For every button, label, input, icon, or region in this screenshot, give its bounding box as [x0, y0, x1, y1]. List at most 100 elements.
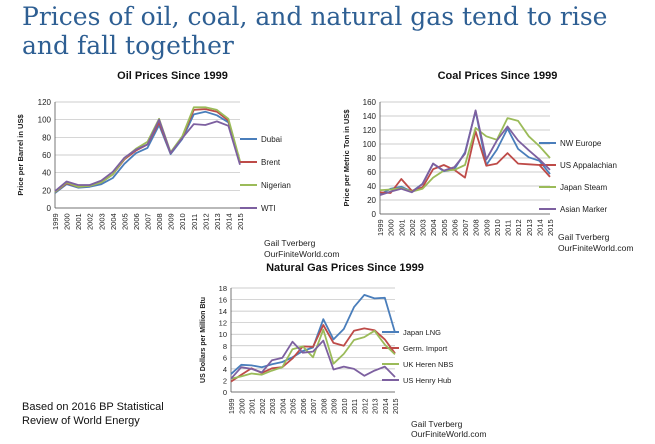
- y-tick-label: 120: [363, 126, 377, 135]
- x-tick-label: 2014: [224, 213, 233, 230]
- x-tick-label: 2004: [280, 398, 287, 414]
- x-tick-label: 2012: [201, 213, 210, 230]
- x-tick-label: 2004: [109, 213, 118, 230]
- y-tick-label: 0: [372, 210, 377, 219]
- legend-label: US Appalachian: [560, 161, 617, 170]
- x-tick-label: 2015: [546, 219, 555, 236]
- legend-label: Nigerian: [261, 181, 291, 190]
- x-tick-label: 2009: [482, 219, 491, 236]
- legend-label: UK Heren NBS: [403, 360, 453, 369]
- x-tick-label: 2007: [311, 398, 318, 414]
- x-tick-label: 2004: [429, 219, 438, 236]
- x-tick-label: 2011: [190, 214, 199, 230]
- x-tick-label: 2007: [461, 219, 470, 236]
- legend-label: Dubai: [261, 135, 282, 144]
- x-tick-label: 2001: [74, 213, 83, 230]
- y-axis-title: Price per Metric Ton in US$: [342, 109, 351, 207]
- legend-label: Japan LNG: [403, 328, 441, 337]
- x-tick-label: 2006: [450, 219, 459, 236]
- x-tick-label: 2013: [525, 219, 534, 236]
- x-tick-label: 1999: [229, 398, 236, 414]
- x-tick-label: 2014: [535, 219, 544, 236]
- coal-price-chart: Coal Prices Since 1999 0 20 40 60 80 100 120 14…: [340, 70, 655, 270]
- series-line-brent: [54, 108, 241, 193]
- x-tick-label: 2010: [493, 219, 502, 236]
- y-tick-label: 20: [42, 186, 51, 195]
- gas-price-chart: Natural Gas Prices Since 1999 0 2 4 6 8 10 12 1…: [195, 262, 495, 444]
- y-tick-label: 60: [42, 151, 51, 160]
- oil-price-chart: Oil Prices Since 1999 0 20 40 60 80 100 120 199…: [10, 70, 339, 270]
- series-line-dubai: [54, 110, 241, 194]
- x-tick-label: 2010: [342, 398, 349, 414]
- series-line-uk-heren-nbs: [230, 328, 396, 380]
- legend-label: Japan Steam: [560, 183, 607, 192]
- x-tick-label: 1999: [51, 213, 60, 230]
- x-tick-label: 2015: [236, 213, 245, 230]
- y-tick-label: 2: [223, 376, 227, 385]
- x-tick-label: 2002: [260, 398, 267, 414]
- y-tick-label: 40: [42, 169, 51, 178]
- chart-credit-author: Gail Tverberg: [411, 419, 463, 429]
- x-tick-label: 2009: [167, 213, 176, 230]
- y-tick-label: 6: [223, 353, 227, 362]
- y-tick-label: 80: [42, 133, 51, 142]
- source-note: Based on 2016 BP Statistical Review of W…: [22, 400, 164, 428]
- y-tick-label: 16: [219, 296, 227, 305]
- x-tick-label: 2001: [250, 398, 257, 414]
- chart-credit-site: OurFiniteWorld.com: [264, 249, 340, 259]
- x-tick-label: 2005: [291, 398, 298, 414]
- x-tick-label: 2003: [419, 219, 428, 236]
- chart-title: Coal Prices Since 1999: [437, 70, 558, 82]
- y-tick-label: 0: [47, 204, 52, 213]
- legend-label: WTI: [261, 204, 276, 213]
- chart-credit-author: Gail Tverberg: [558, 232, 610, 242]
- x-tick-label: 2005: [440, 219, 449, 236]
- x-tick-label: 2013: [373, 398, 380, 414]
- x-tick-label: 2008: [472, 219, 481, 236]
- x-tick-label: 2000: [387, 219, 396, 236]
- y-tick-label: 40: [367, 182, 376, 191]
- x-tick-label: 2005: [120, 213, 129, 230]
- x-tick-label: 2009: [332, 398, 339, 414]
- y-tick-label: 0: [223, 388, 227, 397]
- y-tick-label: 10: [219, 330, 227, 339]
- series-line-nigerian: [54, 106, 241, 193]
- source-note-line: Based on 2016 BP Statistical: [22, 401, 164, 413]
- series-line-us-appalachian: [379, 130, 551, 194]
- legend-label: NW Europe: [560, 139, 602, 148]
- slide-title: Prices of oil, coal, and natural gas ten…: [22, 2, 608, 60]
- chart-credit-site: OurFiniteWorld.com: [558, 243, 634, 253]
- x-tick-label: 2007: [144, 213, 153, 230]
- y-tick-label: 18: [219, 284, 227, 293]
- x-tick-label: 2006: [301, 398, 308, 414]
- chart-credit-author: Gail Tverberg: [264, 238, 316, 248]
- x-tick-label: 2008: [155, 213, 164, 230]
- y-tick-label: 160: [363, 98, 377, 107]
- x-tick-label: 2003: [97, 213, 106, 230]
- x-tick-label: 2006: [132, 213, 141, 230]
- y-tick-label: 8: [223, 342, 227, 351]
- x-tick-label: 2001: [397, 219, 406, 236]
- x-tick-label: 2008: [321, 398, 328, 414]
- source-note-line: Review of World Energy: [22, 415, 140, 427]
- y-axis-title: US Dollars per Million Btu: [200, 297, 207, 383]
- x-tick-label: 2011: [504, 220, 513, 236]
- series-line-wti: [54, 118, 241, 192]
- y-tick-label: 120: [38, 98, 52, 107]
- legend-label: US Henry Hub: [403, 376, 451, 385]
- y-tick-label: 100: [363, 140, 377, 149]
- x-tick-label: 2012: [514, 219, 523, 236]
- y-tick-label: 100: [38, 116, 52, 125]
- legend-label: Asian Marker: [560, 205, 607, 214]
- y-tick-label: 140: [363, 112, 377, 121]
- x-tick-label: 2002: [408, 219, 417, 236]
- x-tick-label: 1999: [376, 219, 385, 236]
- series-line-us-henry-hub: [230, 339, 396, 380]
- chart-title: Natural Gas Prices Since 1999: [266, 262, 424, 274]
- y-tick-label: 12: [219, 319, 227, 328]
- y-tick-label: 60: [367, 168, 376, 177]
- x-tick-label: 2011: [352, 399, 359, 414]
- x-tick-label: 2013: [213, 213, 222, 230]
